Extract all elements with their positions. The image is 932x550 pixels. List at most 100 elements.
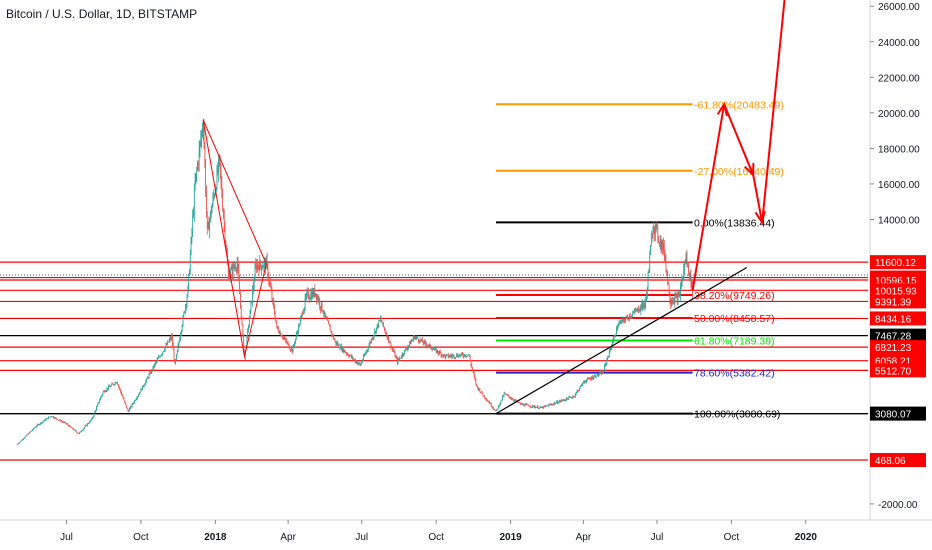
candle-body <box>278 328 279 332</box>
candle-body <box>62 421 63 423</box>
candle-body <box>41 421 43 424</box>
candle-body <box>426 345 428 347</box>
candle-body <box>154 363 156 367</box>
y-tick-label: 24000.00 <box>878 38 920 49</box>
candle-body <box>600 371 602 375</box>
candle-body <box>613 335 615 339</box>
candle-body <box>198 163 199 165</box>
candle-body <box>573 396 575 398</box>
candle-body <box>537 406 539 409</box>
candle-body <box>57 419 58 420</box>
candle-body <box>629 315 630 320</box>
candle-body <box>381 321 383 324</box>
candle-body <box>502 395 504 397</box>
candle-body <box>168 340 170 343</box>
y-tick-label: 20000.00 <box>878 109 920 120</box>
candle-body <box>266 258 268 265</box>
candle-body <box>389 342 391 344</box>
candle-body <box>578 390 579 391</box>
candle-body <box>138 393 140 395</box>
candle-body <box>92 417 93 419</box>
candle-body <box>533 405 535 408</box>
candle-body <box>201 131 202 140</box>
candle-body <box>229 276 231 281</box>
candle-body <box>210 211 211 220</box>
candle-body <box>452 354 454 356</box>
candle-body <box>125 402 126 405</box>
candle-body <box>193 213 194 216</box>
candle-body <box>494 409 495 411</box>
candle-body <box>202 127 204 131</box>
price-tag <box>870 255 926 270</box>
candle-body <box>442 354 443 357</box>
candle-body <box>161 353 163 355</box>
candle-body <box>534 406 536 408</box>
candle-body <box>407 346 409 350</box>
price-tag <box>870 453 926 468</box>
candle-body <box>549 404 550 406</box>
price-tag-label: 8434.16 <box>875 314 912 325</box>
candle-body <box>82 429 84 431</box>
candle-body <box>358 362 360 365</box>
candle-body <box>219 155 221 171</box>
candle-body <box>486 400 488 401</box>
candle-body <box>518 402 520 404</box>
candle-body <box>28 432 30 434</box>
candle-body <box>689 273 691 279</box>
candle-body <box>225 241 227 249</box>
candle-body <box>176 354 177 360</box>
candle-body <box>54 417 55 419</box>
candle-body <box>31 430 33 432</box>
candle-body <box>478 389 480 390</box>
candle-body <box>208 222 210 231</box>
candle-body <box>680 286 682 288</box>
candle-body <box>358 362 359 364</box>
candle-body <box>77 432 79 434</box>
fib-level-label: 0.00%(13836.44) <box>694 217 775 229</box>
candle-body <box>508 395 510 397</box>
candle-body <box>572 396 574 398</box>
candle-body <box>418 338 419 342</box>
candle-body <box>375 330 376 333</box>
candle-body <box>210 211 212 214</box>
candle-body <box>561 400 562 402</box>
candle-body <box>485 397 486 399</box>
candle-body <box>136 398 138 400</box>
candle-body <box>33 428 35 429</box>
candle-body <box>437 350 439 353</box>
candle-body <box>477 387 479 390</box>
candle-body <box>321 302 323 311</box>
candle-body <box>95 410 96 412</box>
candle-body <box>183 312 185 317</box>
candle-body <box>52 416 54 418</box>
candle-body <box>536 407 537 409</box>
candle-body <box>350 355 352 358</box>
candle-body <box>45 418 47 421</box>
candle-body <box>149 372 151 375</box>
candle-body <box>258 266 260 271</box>
horizontal-levels <box>0 261 868 461</box>
x-tick-label: Apr <box>576 532 592 543</box>
candle-body <box>485 398 487 401</box>
candle-body <box>429 344 431 346</box>
candle-body <box>207 222 209 229</box>
candle-body <box>498 405 500 407</box>
candle-body <box>464 354 465 357</box>
candle-body <box>367 348 369 350</box>
candle-body <box>296 332 298 335</box>
candle-body <box>276 323 278 327</box>
candle-body <box>223 209 224 217</box>
candle-body <box>629 315 631 318</box>
candle-body <box>291 349 292 351</box>
candle-body <box>59 419 61 421</box>
candle-body <box>554 402 556 404</box>
candle-body <box>70 425 71 427</box>
y-tick-label: -2000.00 <box>878 500 918 511</box>
x-tick-label: Oct <box>724 532 740 543</box>
candle-body <box>597 373 599 376</box>
candle-body <box>237 262 239 269</box>
candle-body <box>519 402 520 404</box>
candlestick-series <box>16 118 693 446</box>
candle-body <box>257 264 259 267</box>
